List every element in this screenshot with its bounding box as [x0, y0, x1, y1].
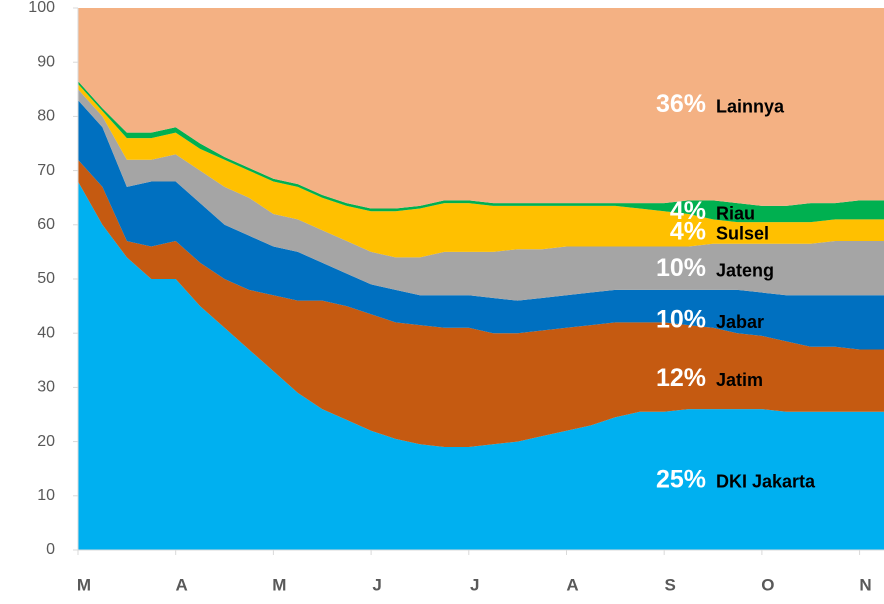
- share-label: 36%: [656, 90, 706, 118]
- y-tick-label: 10: [37, 487, 55, 504]
- share-label: 4%: [670, 197, 706, 225]
- x-tick-label: S: [665, 575, 676, 594]
- share-label: 4%: [670, 218, 706, 246]
- x-tick-label: A: [176, 575, 188, 594]
- x-tick-label: A: [566, 575, 578, 594]
- series-label: Sulsel: [716, 224, 769, 244]
- area: [78, 181, 884, 550]
- area: [78, 81, 884, 223]
- y-tick-label: 50: [37, 270, 55, 287]
- x-tick-label: J: [470, 575, 479, 594]
- y-tick-label: 0: [46, 541, 55, 558]
- area: [78, 8, 884, 209]
- share-label: 10%: [656, 306, 706, 334]
- area: [78, 159, 884, 448]
- x-tick-label: N: [859, 575, 871, 594]
- y-tick-label: 70: [37, 162, 55, 179]
- y-tick-label: 80: [37, 108, 55, 125]
- x-tick-label: J: [372, 575, 381, 594]
- y-tick-label: 30: [37, 379, 55, 396]
- x-tick-label: O: [761, 575, 774, 594]
- area: [78, 100, 884, 350]
- x-tick-label: M: [272, 575, 286, 594]
- y-tick-label: 90: [37, 53, 55, 70]
- y-tick-label: 100: [28, 0, 55, 16]
- series-label: Lainnya: [716, 96, 785, 116]
- area: [78, 83, 884, 258]
- share-label: 10%: [656, 254, 706, 282]
- share-label: 12%: [656, 364, 706, 392]
- share-label: 25%: [656, 466, 706, 494]
- series-label: Riau: [716, 203, 755, 223]
- area: [78, 89, 884, 301]
- series-label: Jateng: [716, 260, 774, 280]
- series-label: Jabar: [716, 312, 764, 332]
- y-tick-label: 20: [37, 433, 55, 450]
- y-tick-label: 40: [37, 324, 55, 341]
- series-label: Jatim: [716, 370, 763, 390]
- y-tick-label: 60: [37, 216, 55, 233]
- x-tick-label: M: [77, 575, 91, 594]
- series-label: DKI Jakarta: [716, 472, 816, 492]
